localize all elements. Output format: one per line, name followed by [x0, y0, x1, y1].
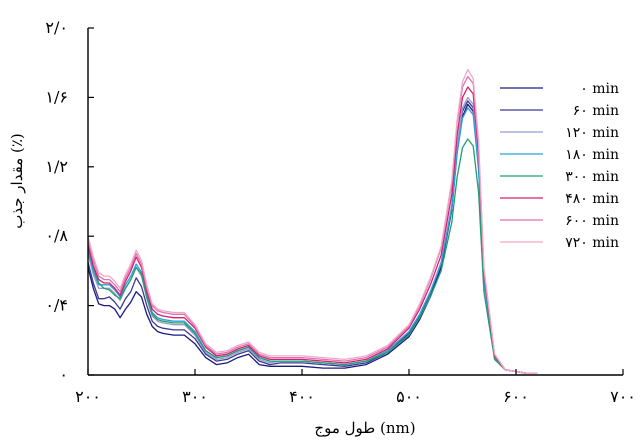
x-tick-label: ۷۰۰ — [610, 387, 636, 406]
y-tick-label: ۱/۲ — [45, 157, 68, 176]
x-tick-label: ۵۰۰ — [396, 387, 422, 406]
series-line — [87, 100, 538, 374]
y-axis-title: مقدار جذب (٪) — [8, 133, 26, 228]
legend: ۰ min ۶۰ min ۱۲۰ min ۱۸۰ min ۳۰۰ min ۴۸۰ min ۶… — [500, 81, 619, 251]
legend-label: ۶۰۰ min — [565, 213, 619, 229]
series-line — [87, 68, 538, 374]
series-line — [87, 86, 538, 374]
legend-label: ۱۲۰ min — [565, 125, 619, 141]
y-tick-label: ۰ — [59, 365, 68, 384]
legend-label: ۱۸۰ min — [565, 147, 619, 163]
y-tick-label: ۱/۶ — [45, 87, 68, 106]
plot-lines — [87, 68, 538, 374]
series-line — [87, 138, 538, 374]
x-axis-title: طول موج (nm) — [314, 419, 415, 437]
series-line — [87, 96, 538, 374]
series-line — [87, 75, 538, 374]
legend-label: ۴۸۰ min — [565, 191, 619, 207]
y-tick-label: ۰/۴ — [45, 296, 68, 315]
y-axis-ticks: ۰ ۰/۴ ۰/۸ ۱/۲ ۱/۶ ۲/۰ — [45, 18, 94, 384]
y-tick-label: ۲/۰ — [45, 18, 68, 37]
x-tick-label: ۶۰۰ — [503, 387, 529, 406]
series-line — [87, 103, 538, 374]
legend-label: ۳۰۰ min — [565, 169, 619, 185]
legend-label: ۷۲۰ min — [565, 235, 619, 251]
legend-label: ۰ min — [580, 81, 619, 97]
x-axis-ticks: ۲۰۰ ۳۰۰ ۴۰۰ ۵۰۰ ۶۰۰ ۷۰۰ — [75, 369, 636, 406]
legend-label: ۶۰ min — [573, 103, 619, 119]
x-tick-label: ۲۰۰ — [75, 387, 101, 406]
series-line — [87, 107, 538, 374]
y-tick-label: ۰/۸ — [45, 226, 68, 245]
x-tick-label: ۴۰۰ — [289, 387, 315, 406]
x-tick-label: ۳۰۰ — [182, 387, 208, 406]
